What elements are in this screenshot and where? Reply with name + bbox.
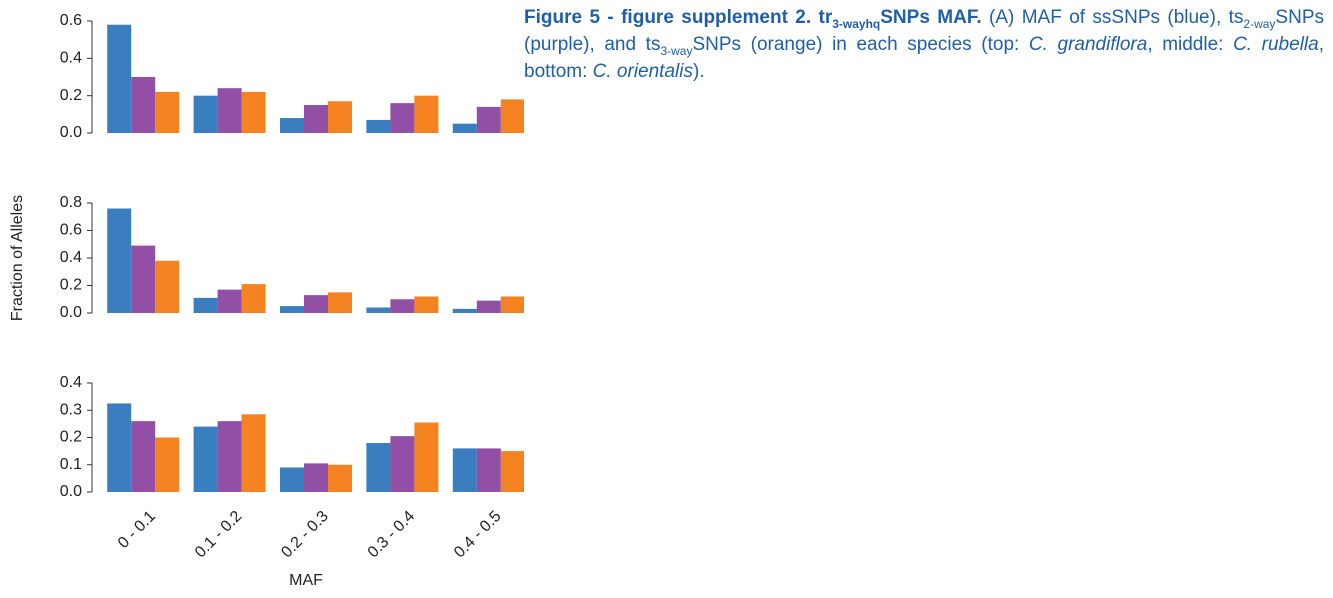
bar [452,448,477,492]
bar [155,91,180,133]
y-tick-label: 0.2 [60,277,82,294]
caption-text: , bottom: [524,34,1324,82]
caption-sub: 3-way [660,43,693,58]
bar [476,448,501,492]
y-tick-label: 0.8 [60,194,82,211]
bar [390,103,415,133]
bar [366,119,391,133]
bar [217,421,242,492]
caption-italic: C. grandiflora [1028,34,1148,55]
bar [414,422,439,492]
bar [328,464,352,492]
x-tick-label: 0 - 0.1 [115,508,159,552]
caption-sub: 3-wayhq [832,16,881,31]
caption-bold: Figure 5 - figure supplement 2. tr3-wayh… [524,7,982,31]
bar [280,118,304,133]
y-tick-label: 0.4 [60,50,82,67]
bar [328,101,352,133]
x-tick-label: 0.3 - 0.4 [365,508,419,562]
bar [107,208,132,313]
caption-italic: C. rubella [1233,34,1319,55]
bar [328,292,352,313]
x-tick-label: 0.1 - 0.2 [192,508,246,562]
bar [500,99,525,133]
bar [304,295,328,313]
caption-text: SNPs MAF. [880,7,982,28]
y-tick-label: 0.2 [60,429,82,446]
bar [131,421,156,492]
x-tick-label: 0.2 - 0.3 [278,508,332,562]
chart: 0.0 0.2 0.4 0.6 0.0 0.2 0.4 0.6 0.8 Fraction of A… [9,12,525,589]
y-tick-label: 0.6 [60,222,82,239]
caption-sub: 2-way [1243,16,1276,31]
y-tick-label: 0.4 [60,374,82,391]
bar [390,299,415,313]
y-tick-label: 0.2 [60,87,82,104]
bar [304,105,328,133]
bar [193,297,218,313]
caption-text: ). [692,61,705,82]
x-axis-label: MAF [289,572,323,589]
y-tick-label: 0.1 [60,456,82,473]
caption-text: SNPs (orange) in each species (top: [692,34,1029,55]
caption: Figure 5 - figure supplement 2. tr3-wayh… [524,4,1324,85]
bar [193,95,218,133]
bar [107,24,132,133]
bar [304,463,328,492]
bar [280,467,304,492]
bar [217,88,242,133]
bar [500,296,525,313]
y-tick-label: 0.6 [60,12,82,29]
bar [452,123,477,133]
y-tick-label: 0.0 [60,124,82,141]
y-tick-label: 0.0 [60,483,82,500]
y-tick-label: 0.0 [60,304,82,321]
bar [193,426,218,492]
bar [155,437,180,492]
caption-text: , middle: [1147,34,1234,55]
y-axis-label: Fraction of Alleles [9,195,26,321]
bar [217,289,242,313]
caption-italic: C. orientalis [592,61,693,82]
bar [366,307,391,313]
bar [241,91,266,133]
bar [500,451,525,492]
y-tick-label: 0.4 [60,249,82,266]
bar [390,436,415,492]
bar [366,442,391,492]
x-tick-label: 0.4 - 0.5 [451,508,505,562]
bar [452,308,477,313]
bar [131,77,156,133]
bar [414,296,439,313]
bar [414,95,439,133]
bar [476,106,501,133]
bar [476,300,501,313]
bar [155,260,180,313]
bar [241,284,266,313]
caption-text: Figure 5 - figure supplement 2. tr [524,7,833,28]
bar [241,414,266,492]
bar [107,403,132,492]
caption-text: SNPs (purple), and ts [524,7,1324,55]
bar [280,306,304,313]
bar [131,245,156,313]
caption-text: (A) MAF of ssSNPs (blue), ts [981,7,1244,28]
y-tick-label: 0.3 [60,401,82,418]
